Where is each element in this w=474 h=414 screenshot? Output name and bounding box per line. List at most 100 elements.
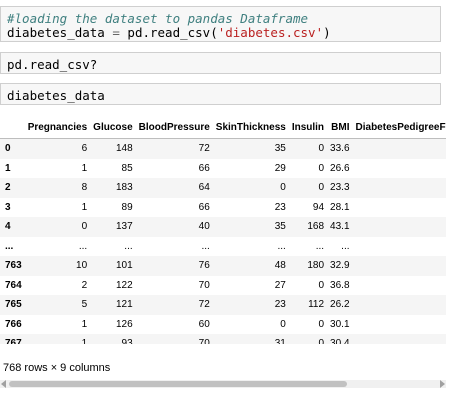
table-cell: 93 [121,338,133,344]
table-cell: ... [315,240,325,252]
code-cell-load-dataset[interactable]: #loading the dataset to pandas Dataframe… [0,6,441,42]
table-cell: 30.4 [330,338,350,344]
column-header: SkinThickness [212,116,289,139]
table-cell: 0 [318,318,325,330]
table-cell: 76 [198,260,210,272]
table-cell: 126 [115,318,133,330]
table-cell: 94 [312,201,325,213]
table-cell: 1 [81,338,88,344]
code-text: pd.read_csv? [7,57,98,72]
table-cell: 85 [121,162,133,174]
table-row: ..................... [0,237,446,257]
table-cell: 23 [274,201,286,213]
code-cell-show-data[interactable]: diabetes_data [0,83,441,105]
table-cell: 35 [274,143,286,155]
code-cell-help[interactable]: pd.read_csv? [0,52,441,74]
table-cell [353,237,446,257]
table-cell: 8 [81,182,88,194]
table-cell: 33.6 [330,143,350,155]
table-cell: 23 [274,299,286,311]
table-cell: 0 [353,159,446,179]
table-row: 763 10 101 76 48 180 32.90 [0,256,446,276]
table-cell: 0 [353,334,446,344]
row-index: 3 [5,201,11,213]
table-cell: 1 [81,201,88,213]
table-cell: 0 [353,315,446,335]
table-cell: 0 [353,295,446,315]
row-index: 1 [5,162,11,174]
row-index: 767 [5,338,22,344]
scroll-right-icon[interactable] [440,380,445,388]
column-header: Pregnancies [24,116,91,139]
table-cell: 112 [308,299,325,311]
table-cell: 0 [318,279,325,291]
column-header-index [0,116,25,139]
table-cell: 10 [76,260,88,272]
scrollbar-thumb[interactable] [9,381,347,387]
table-cell: 43.1 [330,221,350,233]
table-cell: 180 [307,260,325,272]
code-text: diabetes_data [7,88,105,103]
table-header-row: Pregnancies Glucose BloodPressure SkinTh… [0,116,446,139]
table-cell: 101 [115,260,133,272]
table-cell: 0 [280,318,286,330]
table-cell: 168 [307,221,325,233]
table-row: 3 1 89 66 23 94 28.10 [0,198,446,218]
row-index: 764 [5,279,22,291]
table-cell: 122 [115,279,133,291]
column-header: BloodPressure [135,116,213,139]
table-cell: 0 [318,143,325,155]
table-cell: 121 [115,299,133,311]
code-close-paren: ) [323,25,331,40]
column-header: DiabetesPedigreeFunc [352,116,446,139]
table-cell: 66 [198,162,210,174]
table-cell: 28.1 [330,201,350,213]
table-cell: 30.1 [330,318,350,330]
table-body: 061487235033.6011856629026.6028183640023… [0,138,446,344]
dataframe-table: Pregnancies Glucose BloodPressure SkinTh… [0,116,446,344]
table-cell: 72 [198,143,210,155]
horizontal-scrollbar[interactable] [0,380,446,388]
table-cell: 89 [121,201,133,213]
column-header: Insulin [288,116,328,139]
dataframe-shape: 768 rows × 9 columns [3,362,111,374]
table-cell: ... [341,240,350,252]
table-cell: ... [277,240,286,252]
table-cell: ... [201,240,210,252]
table-cell: 1 [81,318,88,330]
table-cell: 0 [353,198,446,218]
scroll-left-icon[interactable] [1,380,6,388]
table-cell: 64 [198,182,210,194]
table-cell: 40 [198,221,210,233]
table-cell: 0 [318,338,325,344]
code-comment: #loading the dataset to pandas Dataframe [7,11,309,26]
table-cell: 70 [198,338,210,344]
table-cell: 148 [115,143,133,155]
table-cell: 36.8 [330,279,350,291]
table-cell: 48 [274,260,286,272]
table-cell: 29 [274,162,286,174]
table-cell: 70 [198,279,210,291]
table-cell: 137 [115,221,133,233]
table-cell: 0 [353,276,446,296]
table-cell: 2 [353,217,446,237]
table-cell: 5 [81,299,88,311]
row-index: 0 [5,143,11,155]
row-index: 2 [5,182,11,194]
table-cell: 0 [318,182,325,194]
table-cell: ... [78,240,88,252]
table-cell: 32.9 [330,260,350,272]
table-cell: 0 [318,162,325,174]
table-cell: 0 [353,256,446,276]
row-index: 4 [5,221,11,233]
row-index: 765 [5,299,22,311]
table-cell: 35 [274,221,286,233]
column-header: Glucose [90,116,136,139]
code-assign-target: diabetes_data [7,25,113,40]
